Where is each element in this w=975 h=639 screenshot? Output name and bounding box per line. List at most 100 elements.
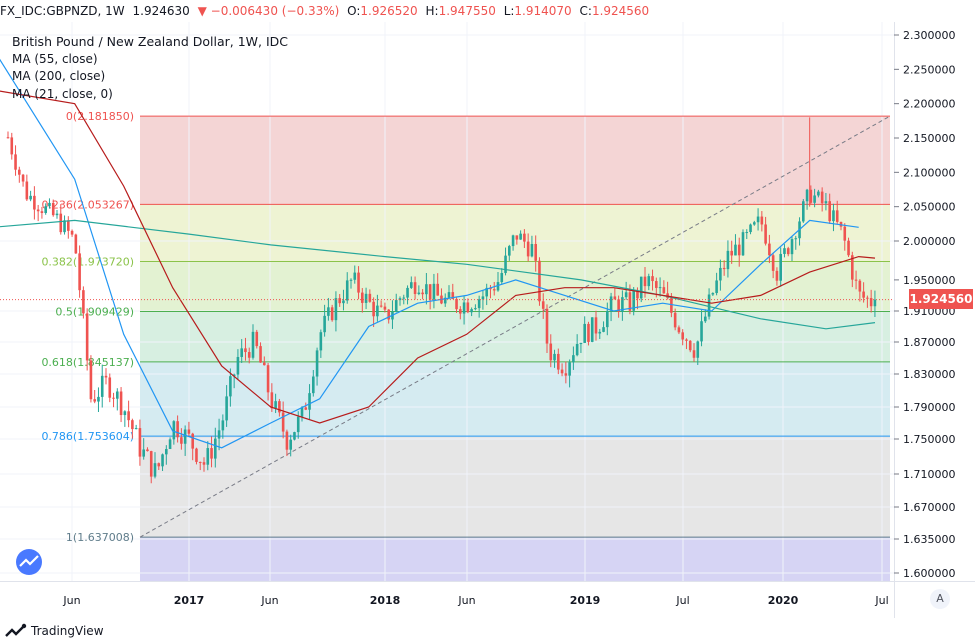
candle-body	[873, 299, 877, 307]
candle	[217, 418, 221, 451]
candle-body	[357, 272, 360, 293]
candle-body	[146, 449, 149, 452]
y-tick-label: 1.710000	[903, 468, 956, 481]
candle	[515, 235, 519, 245]
candle	[251, 324, 255, 360]
tradingview-brand[interactable]: TradingView	[4, 622, 104, 639]
candle-body	[704, 316, 707, 322]
candle-body	[549, 343, 553, 361]
candle	[511, 234, 515, 251]
candle	[421, 289, 424, 300]
candle	[161, 453, 164, 471]
candle-body	[504, 255, 507, 274]
y-tick-label: 1.950000	[903, 274, 956, 287]
candle	[526, 233, 530, 262]
candle	[858, 279, 862, 302]
candle	[474, 304, 477, 311]
y-tick-label: 2.150000	[903, 132, 956, 145]
candle-body	[202, 462, 206, 465]
candle	[564, 361, 568, 384]
x-tick-label: Jul	[874, 594, 888, 607]
candle-body	[858, 280, 862, 292]
candle-body	[462, 302, 466, 314]
candle	[364, 287, 368, 310]
candle	[165, 445, 168, 465]
candle-body	[828, 201, 831, 222]
candle-body	[376, 305, 379, 317]
candle	[594, 310, 598, 341]
candle	[756, 208, 760, 231]
candle-body	[862, 291, 865, 298]
candle-body	[176, 421, 179, 438]
moving-average-line[interactable]	[0, 90, 876, 424]
candle-body	[274, 401, 277, 409]
candle-body	[583, 323, 586, 343]
candle	[278, 398, 281, 417]
fib-zone	[140, 361, 890, 437]
candle-body	[364, 293, 368, 303]
candle-body	[835, 210, 839, 222]
legend-ma55[interactable]: MA (55, close)	[12, 51, 98, 66]
candle-body	[36, 209, 40, 212]
candle-body	[85, 313, 89, 361]
candle-body	[67, 220, 70, 231]
candle	[557, 348, 560, 375]
moving-average-line[interactable]	[0, 219, 876, 330]
candle-body	[353, 272, 357, 280]
candle-body	[613, 296, 617, 300]
candle-body	[753, 222, 756, 225]
candle	[737, 237, 741, 267]
x-tick-label: Jun	[457, 594, 475, 607]
y-tick-label: 1.870000	[903, 336, 956, 349]
candle	[771, 252, 775, 279]
candle	[722, 260, 726, 276]
candle-body	[662, 287, 666, 294]
candle	[485, 283, 488, 306]
candle	[176, 415, 179, 443]
candle	[428, 284, 432, 310]
candle	[805, 188, 809, 210]
chart-legend: British Pound / New Zealand Dollar, 1W, …	[12, 33, 288, 103]
candle	[572, 346, 575, 370]
symbol-label[interactable]: FX_IDC:GBPNZD, 1W	[0, 4, 125, 18]
candle	[44, 203, 47, 215]
candle	[613, 288, 617, 300]
candle	[500, 268, 504, 285]
x-tick-label: Jul	[675, 594, 689, 607]
candle-body	[312, 376, 315, 394]
high-value: 1.947550	[438, 4, 496, 18]
y-tick-label: 2.050000	[903, 201, 956, 214]
candle-body	[624, 292, 628, 298]
candle	[598, 328, 602, 339]
candle-body	[51, 202, 55, 216]
candle	[210, 436, 213, 468]
candle	[621, 290, 624, 321]
x-tick-label: 2017	[174, 594, 205, 607]
candle-body	[677, 327, 681, 333]
candle-body	[869, 298, 873, 307]
candle-body	[590, 317, 594, 342]
candle-body	[451, 292, 455, 299]
candle-body	[70, 230, 74, 235]
legend-ma200[interactable]: MA (200, close)	[12, 69, 106, 83]
legend-ma21[interactable]: MA (21, close, 0)	[12, 86, 113, 101]
candle	[402, 294, 406, 305]
y-tick-label: 1.635000	[903, 533, 956, 546]
candle	[361, 288, 364, 313]
candle-body	[481, 296, 485, 300]
candle	[700, 310, 703, 347]
candle	[462, 296, 466, 325]
close-value: 1.924560	[591, 4, 650, 18]
candle	[70, 229, 74, 237]
auto-scale-button[interactable]: A	[930, 589, 950, 609]
candle	[432, 273, 436, 309]
fib-trend-line[interactable]	[139, 115, 891, 538]
candle	[447, 285, 451, 300]
candle-body	[786, 248, 790, 255]
candle	[127, 400, 130, 428]
candle	[813, 188, 816, 208]
moving-average-line[interactable]	[0, 49, 859, 449]
candle-body	[323, 315, 326, 333]
candle	[783, 244, 786, 258]
